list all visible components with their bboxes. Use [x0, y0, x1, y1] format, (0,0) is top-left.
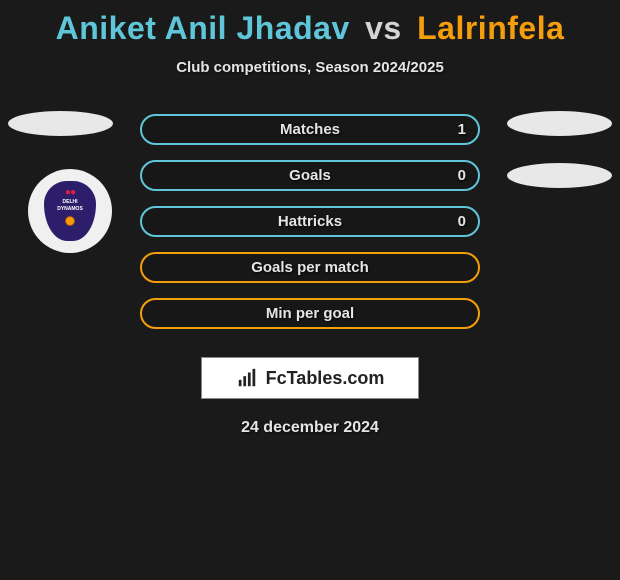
player2-name: Lalrinfela [417, 10, 564, 46]
stat-value-right: 0 [458, 167, 466, 184]
player2-photo-placeholder-2 [507, 163, 612, 188]
stat-row-goals: Goals 0 [140, 160, 480, 191]
stats-panel: ●● DELHI DYNAMOS Matches 1 Goals 0 Hattr… [0, 114, 620, 437]
stat-label: Min per goal [266, 305, 354, 322]
stat-label: Goals [289, 167, 331, 184]
stat-row-goals-per-match: Goals per match [140, 252, 480, 283]
attribution-box[interactable]: FcTables.com [201, 357, 419, 399]
player1-photo-placeholder-1 [8, 111, 113, 136]
vs-text: vs [365, 10, 402, 46]
club-name-line1: DELHI [63, 200, 78, 205]
attribution-text: FcTables.com [266, 368, 385, 389]
stat-label: Goals per match [251, 259, 369, 276]
bar-chart-icon [236, 367, 258, 389]
club-shield: ●● DELHI DYNAMOS [44, 181, 96, 241]
player1-name: Aniket Anil Jhadav [56, 10, 350, 46]
stat-rows: Matches 1 Goals 0 Hattricks 0 Goals per … [140, 114, 480, 329]
subtitle: Club competitions, Season 2024/2025 [0, 59, 620, 76]
club-badge: ●● DELHI DYNAMOS [28, 169, 112, 253]
stat-row-min-per-goal: Min per goal [140, 298, 480, 329]
club-name-line2: DYNAMOS [57, 207, 83, 212]
comparison-title: Aniket Anil Jhadav vs Lalrinfela [0, 0, 620, 47]
stat-row-matches: Matches 1 [140, 114, 480, 145]
date-text: 24 december 2024 [0, 419, 620, 437]
stat-value-right: 1 [458, 121, 466, 138]
club-badge-dot [65, 216, 75, 226]
club-badge-icon: ●● [65, 187, 75, 198]
stat-label: Hattricks [278, 213, 342, 230]
player2-photo-placeholder-1 [507, 111, 612, 136]
stat-row-hattricks: Hattricks 0 [140, 206, 480, 237]
stat-label: Matches [280, 121, 340, 138]
stat-value-right: 0 [458, 213, 466, 230]
